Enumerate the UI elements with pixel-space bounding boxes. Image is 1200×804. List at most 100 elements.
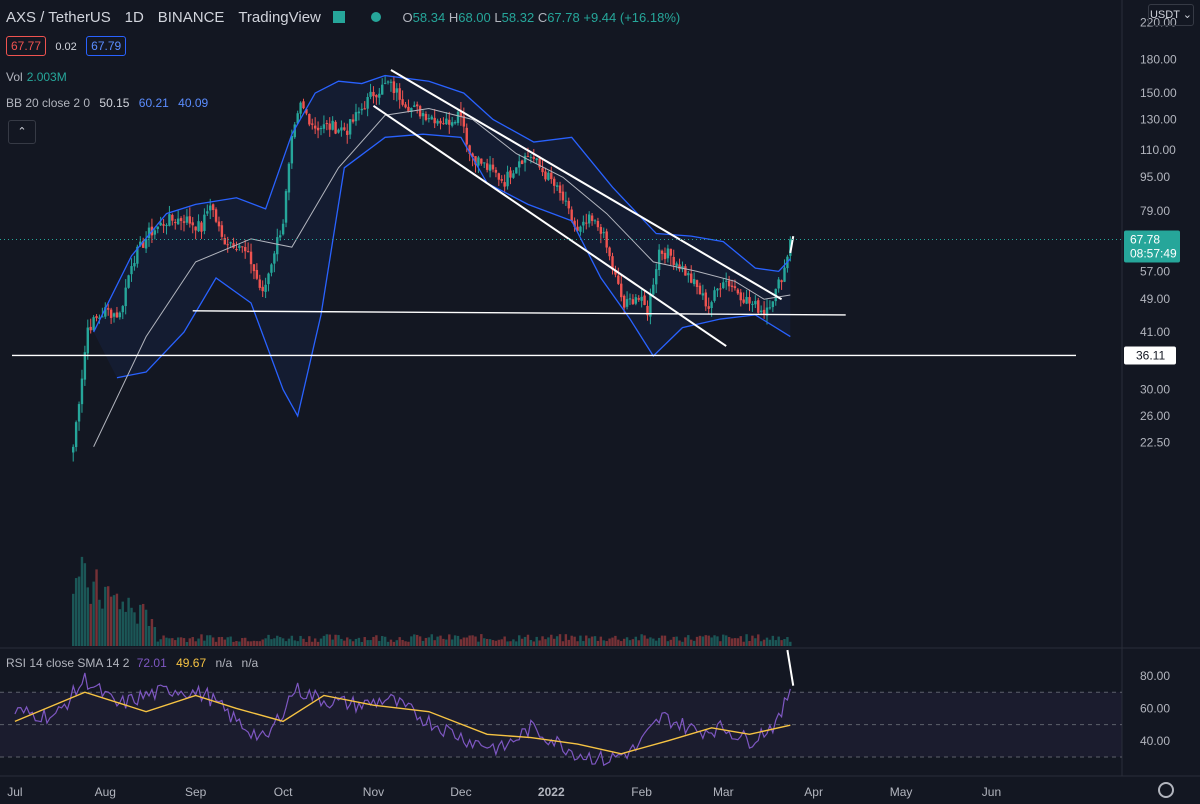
volume-bar [220,636,224,646]
volume-bar [582,641,585,646]
volume-bar [80,556,84,646]
volume-bar [284,641,288,646]
volume-bar [348,639,352,646]
candle [346,130,349,135]
time-axis-label: Sep [185,785,207,799]
candle [74,422,78,448]
volume-bar [456,635,460,646]
candle [389,81,393,83]
buy-price-button[interactable]: 67.79 [86,36,127,56]
candle [567,200,570,209]
volume-bar [133,612,136,646]
candle [707,306,710,309]
candle [316,127,320,131]
candle [270,264,273,273]
candle [413,105,416,107]
volume-bar [625,637,629,646]
candle [497,173,501,180]
candle [165,225,168,227]
volume-bar [72,593,75,646]
volume-bar [258,641,261,646]
volume-bar [716,636,719,646]
candle [445,118,448,125]
volume-bar [614,635,617,646]
volume-bar [692,640,696,646]
volume-bar [130,607,133,646]
volume-bar [742,641,745,646]
volume-bar [334,634,337,646]
candle [267,273,270,285]
rsi-legend[interactable]: RSI 14 close SMA 14 2 72.01 49.67 n/a n/… [6,656,259,670]
volume-bar [418,636,422,646]
price-axis-label: 49.00 [1140,292,1170,306]
candle [724,280,728,282]
symbol-name[interactable]: AXS / TetherUS [6,8,111,26]
candle [217,221,221,227]
volume-bar [179,637,183,646]
volume-bar [363,637,366,646]
volume-bar [325,634,329,646]
candle [232,243,235,248]
candle [214,209,218,222]
volume-bar [127,597,130,646]
currency-selector[interactable]: USDT ⌄ [1148,4,1194,26]
volume-bar [564,634,568,646]
volume-bar [106,586,110,646]
volume-bar [657,637,661,646]
candle [206,211,209,214]
volume-bar [153,627,157,646]
tradingview-flag-icon [332,11,345,24]
volume-bar [561,641,565,646]
volume-bar [389,639,393,646]
volume-bar [722,634,725,646]
volume-bar [322,635,326,646]
symbol-header: AXS / TetherUS 1D BINANCE TradingView O5… [6,8,680,26]
candle [211,204,215,210]
gear-icon[interactable] [1158,782,1174,798]
candle [124,287,127,307]
volume-bar [488,639,492,646]
candle [465,127,468,145]
candle [739,292,742,301]
volume-bar [410,636,413,646]
collapse-legend-button[interactable]: ⌃ [8,120,36,144]
volume-bar [757,634,760,646]
sell-price-button[interactable]: 67.77 [6,36,47,56]
volume-bar [759,641,763,646]
hline-price-label: 36.11 [1136,348,1165,362]
candle [104,307,107,317]
volume-bar [305,641,308,646]
time-axis-label: Jun [982,785,1001,799]
interval-label[interactable]: 1D [124,8,144,26]
volume-bar [203,640,206,646]
candle [768,307,772,309]
volume-bar [640,634,643,646]
volume-bar [587,638,591,646]
candle [174,222,177,224]
volume-bar [241,638,244,646]
candle [669,248,673,256]
candle [518,161,521,168]
volume-bar [351,641,355,646]
volume-bar [182,638,186,646]
volume-bar [235,641,238,646]
volume-legend[interactable]: Vol 2.003M [6,70,67,84]
candle [759,310,763,313]
bollinger-legend[interactable]: BB 20 close 2 0 50.15 60.21 40.09 [6,96,209,110]
volume-bar [223,639,226,646]
candle [348,119,352,135]
bid-ask-row: 67.77 0.02 67.79 [6,36,127,56]
candle [209,205,212,211]
volume-bar [652,638,655,646]
candle [299,102,302,114]
candle [736,289,740,294]
candle [430,116,433,120]
candle [751,303,754,305]
volume-bar [491,640,495,646]
candle [436,120,439,124]
candle [331,120,334,130]
candle [141,240,145,248]
candle [710,302,713,308]
candle [410,107,413,112]
